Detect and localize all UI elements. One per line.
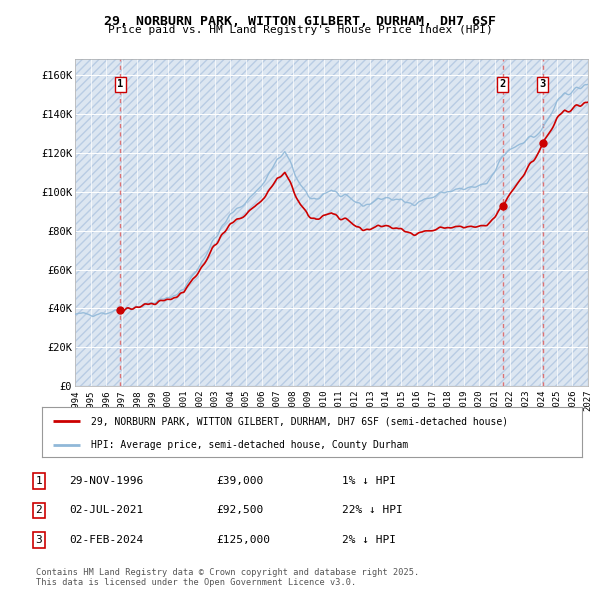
Text: 2% ↓ HPI: 2% ↓ HPI [342, 535, 396, 545]
Text: 1: 1 [35, 476, 43, 486]
Text: HPI: Average price, semi-detached house, County Durham: HPI: Average price, semi-detached house,… [91, 440, 408, 450]
Text: £125,000: £125,000 [216, 535, 270, 545]
Text: 02-JUL-2021: 02-JUL-2021 [69, 506, 143, 515]
Text: £92,500: £92,500 [216, 506, 263, 515]
Text: 2: 2 [499, 79, 506, 89]
Text: 29, NORBURN PARK, WITTON GILBERT, DURHAM, DH7 6SF: 29, NORBURN PARK, WITTON GILBERT, DURHAM… [104, 15, 496, 28]
Text: 1% ↓ HPI: 1% ↓ HPI [342, 476, 396, 486]
Text: 29-NOV-1996: 29-NOV-1996 [69, 476, 143, 486]
Text: Price paid vs. HM Land Registry's House Price Index (HPI): Price paid vs. HM Land Registry's House … [107, 25, 493, 35]
Text: 02-FEB-2024: 02-FEB-2024 [69, 535, 143, 545]
Text: £39,000: £39,000 [216, 476, 263, 486]
Text: Contains HM Land Registry data © Crown copyright and database right 2025.
This d: Contains HM Land Registry data © Crown c… [36, 568, 419, 587]
Text: 29, NORBURN PARK, WITTON GILBERT, DURHAM, DH7 6SF (semi-detached house): 29, NORBURN PARK, WITTON GILBERT, DURHAM… [91, 416, 508, 426]
Text: 3: 3 [539, 79, 546, 89]
Text: 1: 1 [117, 79, 124, 89]
Text: 22% ↓ HPI: 22% ↓ HPI [342, 506, 403, 515]
Text: 2: 2 [35, 506, 43, 515]
Text: 3: 3 [35, 535, 43, 545]
